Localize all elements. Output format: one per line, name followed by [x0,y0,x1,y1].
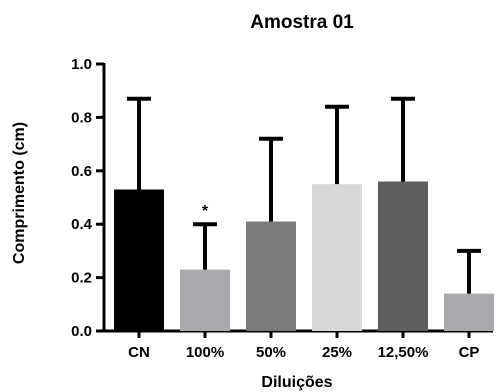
bars [114,181,494,331]
annotations: * [202,203,209,220]
y-ticks: 0.0 0.2 0.4 0.6 0.8 1.0 [71,56,104,340]
x-tick-label: CN [128,344,150,361]
x-ticks: CN 100% 50% 25% 12,50% CP [128,331,479,361]
y-tick-label: 0.2 [71,270,92,287]
chart-title: Amostra 01 [250,12,354,33]
y-axis-label: Comprimento (cm) [11,122,28,264]
bar-1 [114,189,164,331]
x-axis-label: Diluições [261,374,332,391]
y-tick-label: 0.6 [71,163,92,180]
error-bars [127,96,481,294]
y-tick-label: 1.0 [71,56,92,73]
bar-5 [378,181,428,331]
bar-3 [246,221,296,331]
x-tick-label: 12,50% [378,344,429,361]
significance-marker: * [202,203,209,220]
x-tick-label: CP [459,344,480,361]
y-tick-label: 0.8 [71,109,92,126]
bar-4 [312,184,362,331]
y-tick-label: 0.4 [71,216,93,233]
bar-6 [444,293,494,331]
bar-2 [180,269,230,331]
y-tick-label: 0.0 [71,323,92,340]
x-tick-label: 50% [256,344,286,361]
x-tick-label: 25% [322,344,352,361]
x-tick-label: 100% [186,344,224,361]
